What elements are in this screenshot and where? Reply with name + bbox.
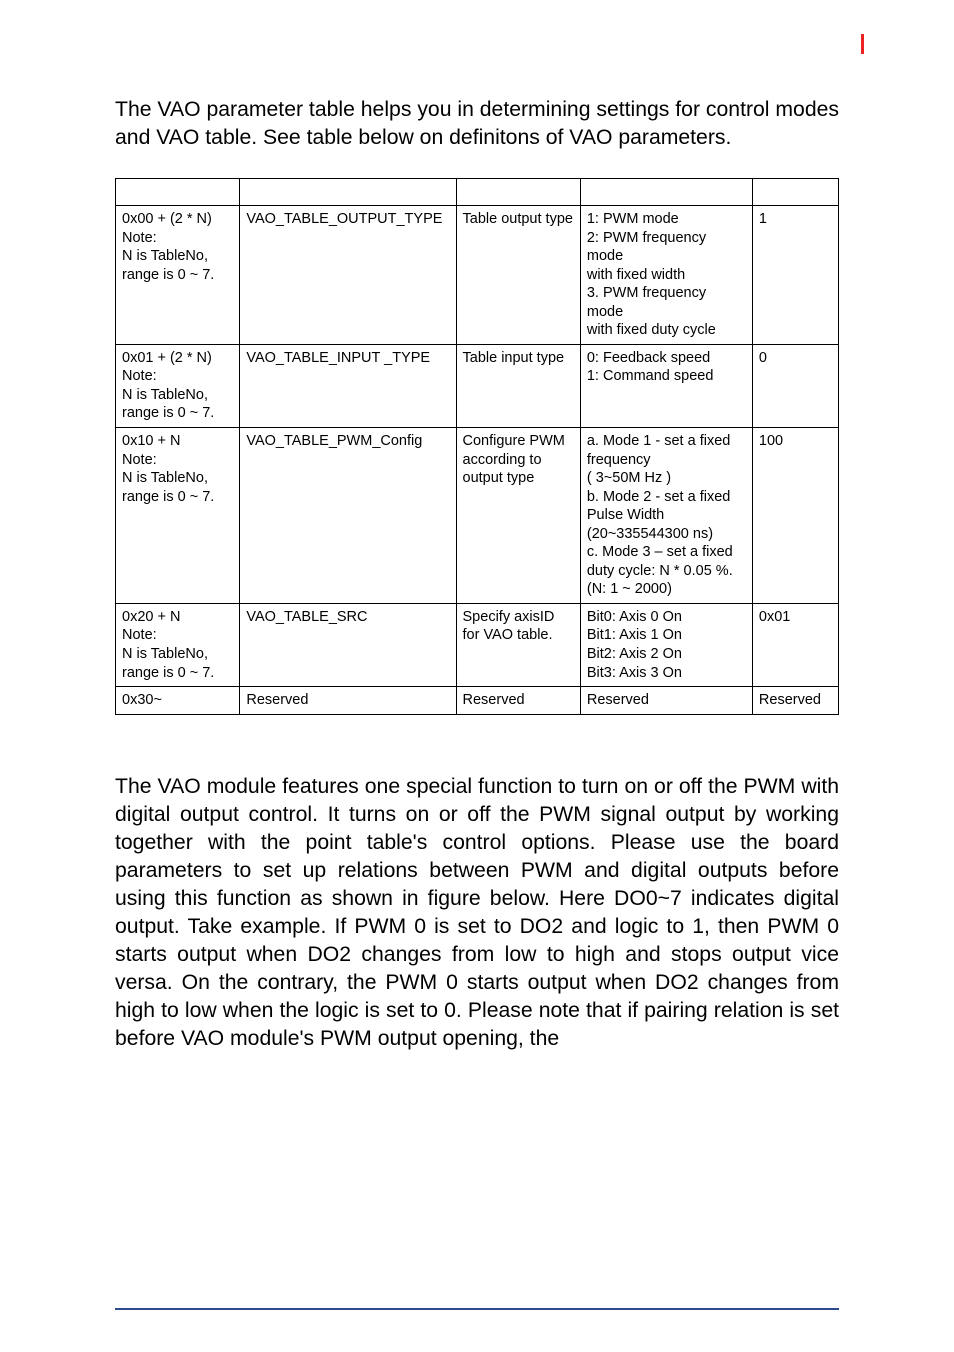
closing-paragraph: The VAO module features one special func… (115, 773, 839, 1053)
cell-default: 0x01 (752, 603, 838, 686)
cell-default: 100 (752, 427, 838, 603)
cell-name: VAO_TABLE_INPUT _TYPE (240, 344, 456, 427)
cell-values: 0: Feedback speed1: Command speed (580, 344, 752, 427)
cell-default: 1 (752, 205, 838, 344)
table-row: 0x30~ Reserved Reserved Reserved Reserve… (116, 687, 839, 715)
table-row: 0x00 + (2 * N)Note:N is TableNo, range i… (116, 205, 839, 344)
cell-paramno: 0x10 + NNote:N is TableNo, range is 0 ~ … (116, 427, 240, 603)
cell-paramno: 0x01 + (2 * N)Note:N is TableNo, range i… (116, 344, 240, 427)
top-gap (115, 40, 839, 96)
page: The VAO parameter table helps you in det… (0, 0, 954, 1352)
col-header-desc (456, 178, 580, 205)
cell-desc: Table input type (456, 344, 580, 427)
cell-desc: Reserved (456, 687, 580, 715)
col-header-default (752, 178, 838, 205)
mid-gap (115, 715, 839, 773)
col-header-name (240, 178, 456, 205)
cell-name: Reserved (240, 687, 456, 715)
cell-paramno: 0x00 + (2 * N)Note:N is TableNo, range i… (116, 205, 240, 344)
intro-paragraph: The VAO parameter table helps you in det… (115, 96, 839, 152)
cell-desc: Configure PWM according to output type (456, 427, 580, 603)
cell-name: VAO_TABLE_OUTPUT_TYPE (240, 205, 456, 344)
cell-paramno: 0x20 + NNote:N is TableNo, range is 0 ~ … (116, 603, 240, 686)
cell-values: 1: PWM mode2: PWM frequency modewith fix… (580, 205, 752, 344)
cell-default: 0 (752, 344, 838, 427)
vao-parameter-table: 0x00 + (2 * N)Note:N is TableNo, range i… (115, 178, 839, 715)
footer-rule (115, 1308, 839, 1310)
col-header-paramno (116, 178, 240, 205)
table-row: 0x20 + NNote:N is TableNo, range is 0 ~ … (116, 603, 839, 686)
cell-values: Reserved (580, 687, 752, 715)
cell-values: a. Mode 1 - set a fixed frequency( 3~50M… (580, 427, 752, 603)
edit-caret (861, 34, 864, 54)
cell-paramno: 0x30~ (116, 687, 240, 715)
table-row: 0x10 + NNote:N is TableNo, range is 0 ~ … (116, 427, 839, 603)
cell-name: VAO_TABLE_SRC (240, 603, 456, 686)
table-header-row (116, 178, 839, 205)
cell-values: Bit0: Axis 0 OnBit1: Axis 1 OnBit2: Axis… (580, 603, 752, 686)
cell-desc: Table output type (456, 205, 580, 344)
col-header-values (580, 178, 752, 205)
cell-default: Reserved (752, 687, 838, 715)
table-row: 0x01 + (2 * N)Note:N is TableNo, range i… (116, 344, 839, 427)
cell-desc: Specify axisID for VAO table. (456, 603, 580, 686)
cell-name: VAO_TABLE_PWM_Config (240, 427, 456, 603)
